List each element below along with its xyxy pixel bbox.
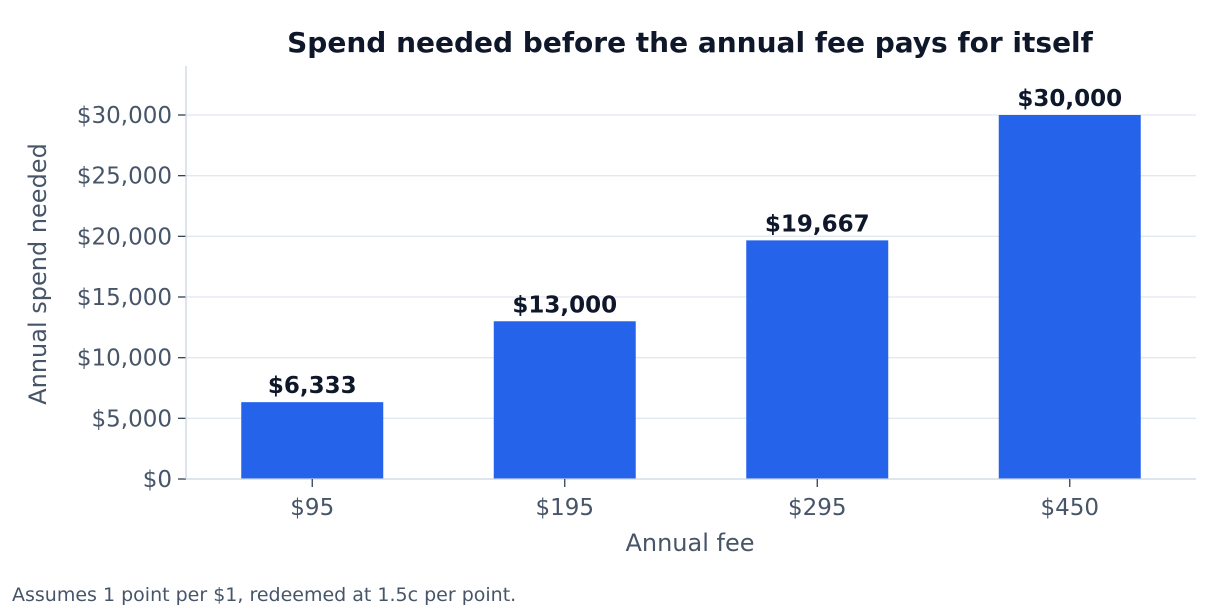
bar (493, 321, 636, 479)
x-tick-label: $95 (290, 495, 334, 521)
x-tick-label: $450 (1040, 495, 1099, 521)
chart-title: Spend needed before the annual fee pays … (287, 26, 1094, 59)
x-tick-label: $295 (788, 495, 847, 521)
bar (998, 115, 1141, 479)
labels: $0 $5,000 $10,000 $15,000 $20,000 $25,000 $30,… (77, 86, 1122, 521)
y-axis-label: Annual spend needed (24, 143, 52, 405)
axes (178, 66, 1196, 487)
bar-value-label: $13,000 (512, 292, 617, 318)
y-tick-label: $0 (143, 467, 172, 493)
bar-value-label: $19,667 (765, 211, 870, 237)
x-axis-label: Annual fee (625, 529, 754, 557)
y-tick-label: $20,000 (77, 224, 172, 250)
y-tick-label: $5,000 (92, 406, 172, 432)
bar-value-label: $6,333 (268, 373, 357, 399)
bar (241, 402, 384, 479)
y-tick-label: $25,000 (77, 164, 172, 190)
x-tick-label: $195 (535, 495, 594, 521)
bar-value-label: $30,000 (1017, 86, 1122, 112)
y-tick-label: $10,000 (77, 346, 172, 372)
bar (746, 240, 889, 479)
y-tick-label: $15,000 (77, 285, 172, 311)
footnote: Assumes 1 point per $1, redeemed at 1.5c… (12, 584, 517, 606)
y-tick-label: $30,000 (77, 103, 172, 129)
bars (241, 115, 1141, 479)
